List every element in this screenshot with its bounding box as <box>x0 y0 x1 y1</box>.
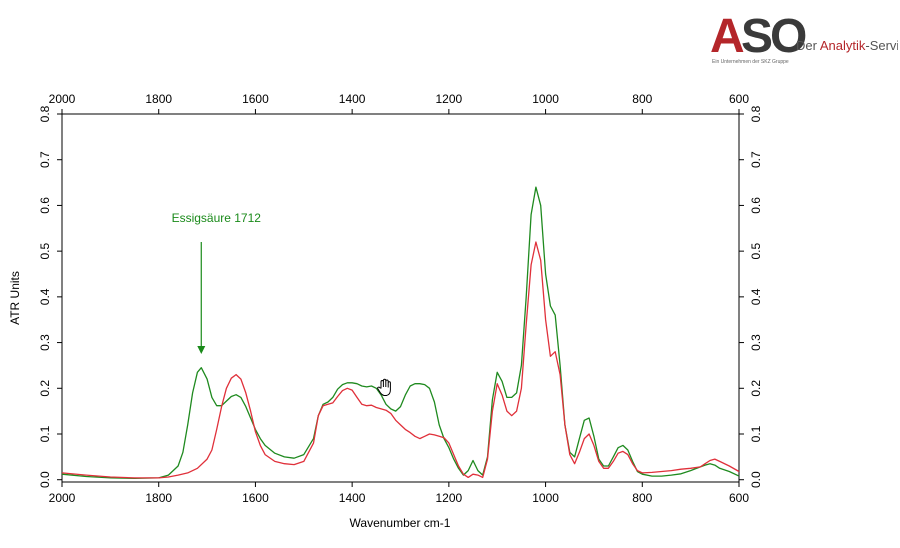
x-axis-title: Wavenumber cm-1 <box>350 516 451 530</box>
y-tick-label-right: 0.8 <box>749 105 763 122</box>
y-tick-label-right: 0.0 <box>749 471 763 488</box>
logo-subline: Ein Unternehmen der SKZ Gruppe <box>712 59 789 65</box>
y-tick-label-left: 0.7 <box>38 151 52 168</box>
y-tick-label-left: 0.2 <box>38 380 52 397</box>
x-tick-label-top: 600 <box>729 92 749 106</box>
annotation-label: Essigsäure 1712 <box>172 211 262 225</box>
logo-brand-a: A <box>710 10 744 63</box>
y-tick-label-right: 0.4 <box>749 288 763 305</box>
x-tick-label-top: 2000 <box>49 92 76 106</box>
y-tick-label-right: 0.2 <box>749 380 763 397</box>
y-tick-label-right: 0.5 <box>749 242 763 259</box>
x-tick-label-bottom: 600 <box>729 491 749 505</box>
x-tick-label-top: 1600 <box>242 92 269 106</box>
x-tick-label-top: 1800 <box>145 92 172 106</box>
annotation-arrow-head <box>197 346 206 354</box>
y-tick-label-left: 0.6 <box>38 197 52 214</box>
x-tick-label-bottom: 800 <box>632 491 652 505</box>
x-tick-label-bottom: 1600 <box>242 491 269 505</box>
logo-tagline: Der Analytik-Service <box>796 38 898 53</box>
x-tick-label-top: 800 <box>632 92 652 106</box>
y-tick-label-left: 0.3 <box>38 334 52 351</box>
y-tick-label-left: 0.4 <box>38 288 52 305</box>
y-tick-label-right: 0.6 <box>749 197 763 214</box>
aso-logo: A SO Ein Unternehmen der SKZ Gruppe Der … <box>708 8 898 70</box>
x-tick-label-bottom: 1800 <box>145 491 172 505</box>
y-tick-label-right: 0.1 <box>749 425 763 442</box>
logo-brand-so: SO <box>741 10 806 63</box>
y-tick-label-left: 0.8 <box>38 105 52 122</box>
y-tick-label-right: 0.3 <box>749 334 763 351</box>
x-tick-label-top: 1000 <box>532 92 559 106</box>
x-tick-label-bottom: 2000 <box>49 491 76 505</box>
y-axis-title: ATR Units <box>8 271 22 325</box>
y-tick-label-right: 0.7 <box>749 151 763 168</box>
x-tick-label-top: 1200 <box>436 92 463 106</box>
x-tick-label-top: 1400 <box>339 92 366 106</box>
hand-cursor-icon <box>377 378 391 396</box>
x-tick-label-bottom: 1000 <box>532 491 559 505</box>
spectrum-line-1 <box>61 186 740 479</box>
plot-frame <box>61 113 740 483</box>
x-tick-label-bottom: 1400 <box>339 491 366 505</box>
x-tick-label-bottom: 1200 <box>436 491 463 505</box>
spectrum-line-2 <box>61 241 740 479</box>
y-tick-label-left: 0.5 <box>38 242 52 259</box>
y-tick-label-left: 0.0 <box>38 471 52 488</box>
y-tick-label-left: 0.1 <box>38 425 52 442</box>
